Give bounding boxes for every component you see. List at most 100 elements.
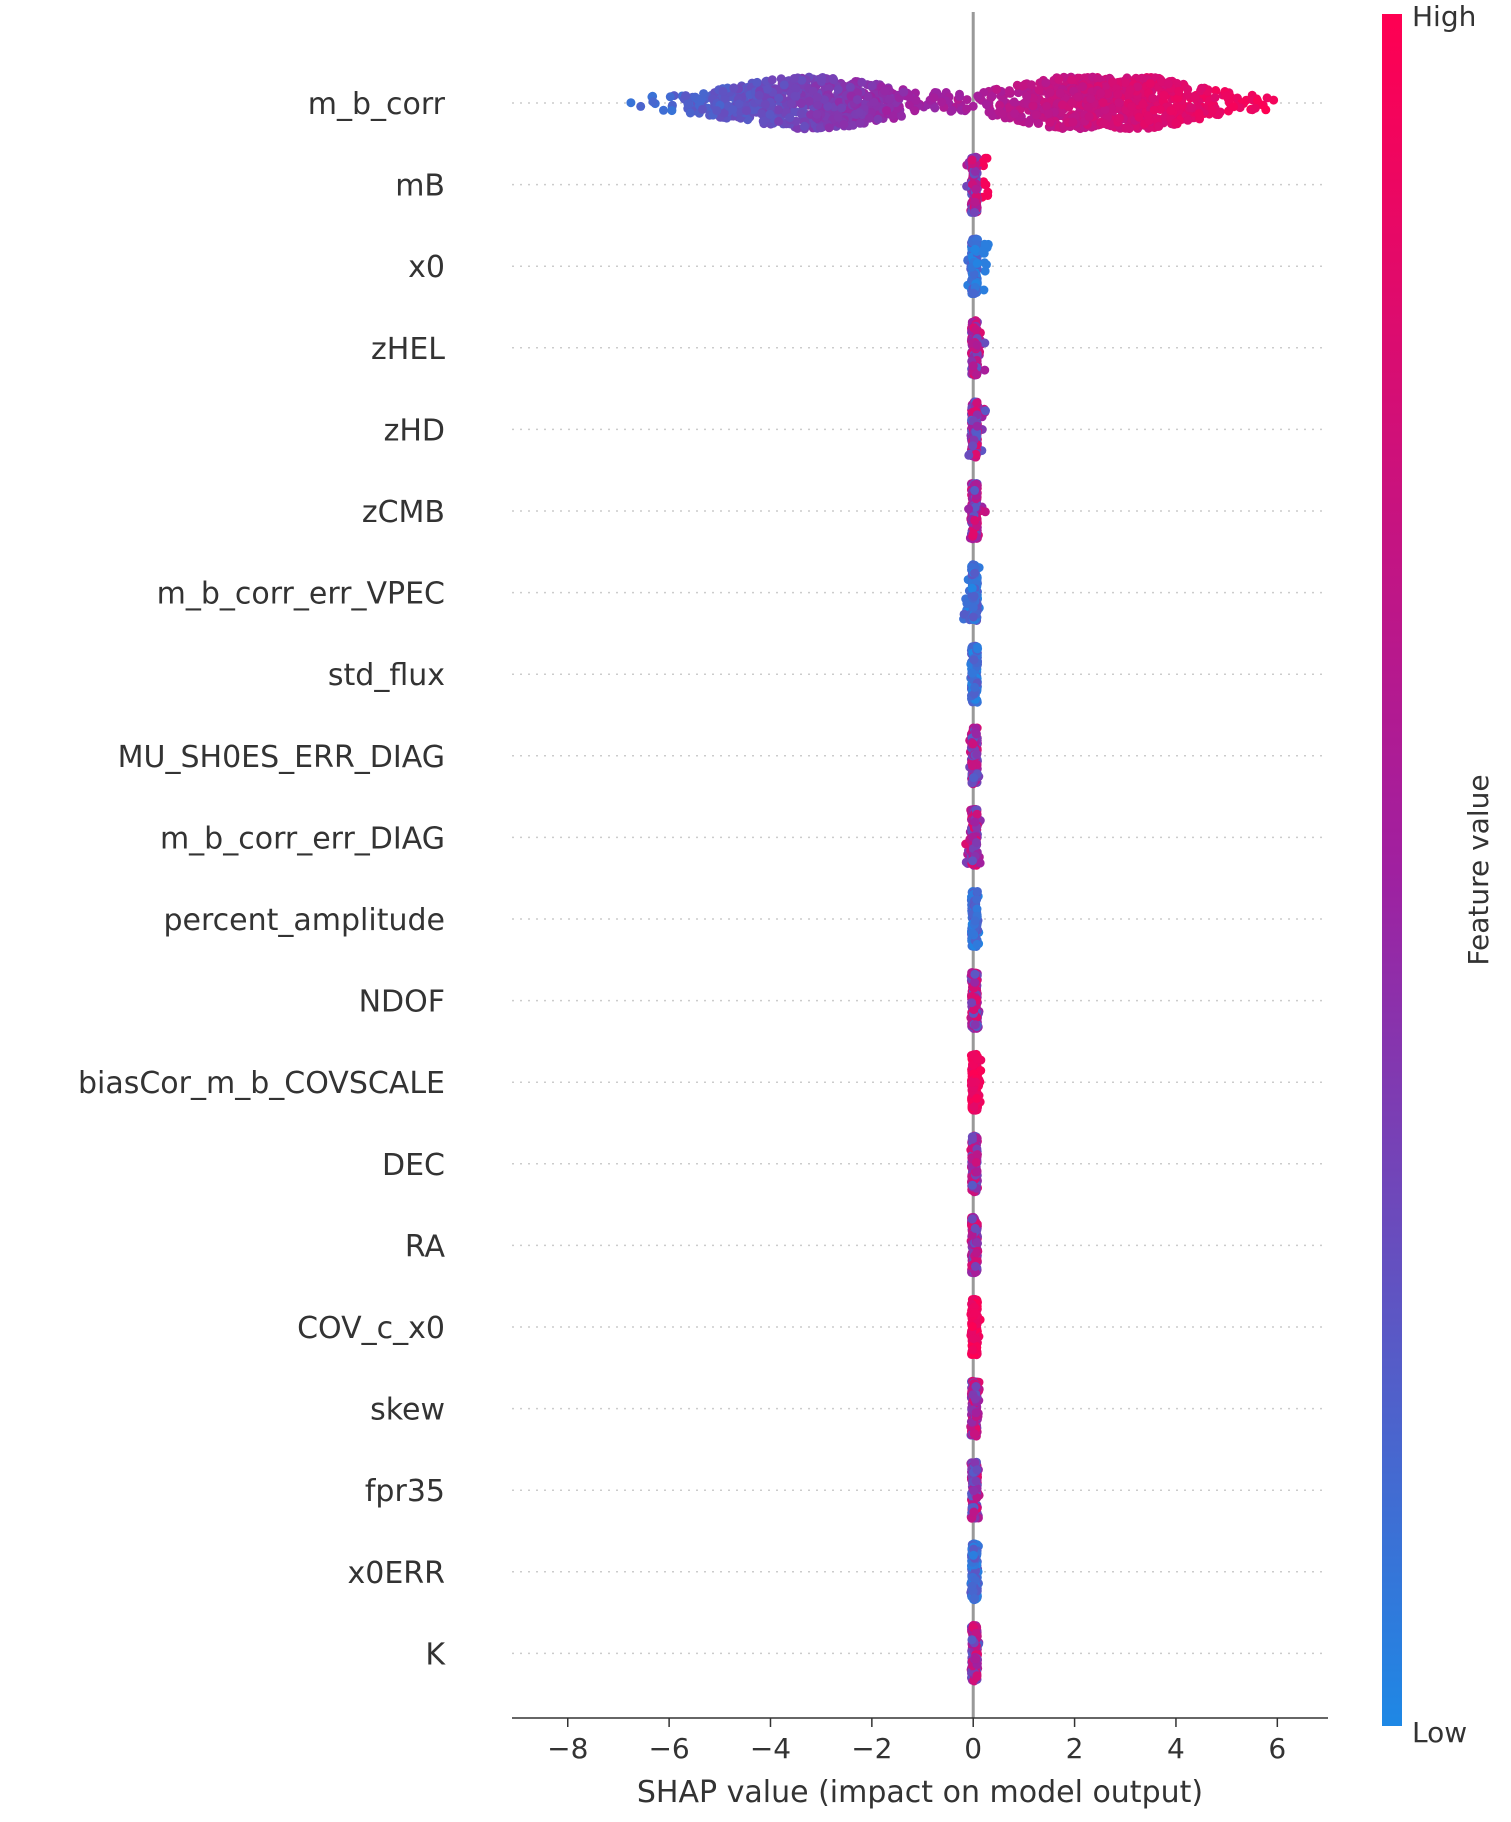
feature-points xyxy=(966,1049,986,1115)
shap-point xyxy=(979,285,989,295)
shap-point xyxy=(1098,98,1108,108)
shap-point xyxy=(758,116,768,126)
feature-points xyxy=(962,152,993,217)
shap-point xyxy=(752,78,762,88)
shap-point xyxy=(1120,78,1130,88)
feature-label: mB xyxy=(395,169,445,204)
shap-point xyxy=(779,80,789,90)
shap-point xyxy=(971,1476,981,1486)
shap-point xyxy=(774,116,784,126)
shap-point xyxy=(992,84,1002,94)
shap-point xyxy=(1026,80,1036,90)
shap-point xyxy=(1044,109,1054,119)
shap-point xyxy=(970,977,980,987)
shap-point xyxy=(1171,118,1181,128)
shap-point xyxy=(971,449,981,459)
feature-points xyxy=(963,234,993,299)
shap-point xyxy=(848,120,858,130)
shap-point xyxy=(1134,112,1144,122)
feature-points xyxy=(966,1539,983,1605)
feature-points xyxy=(966,1457,984,1523)
shap-point xyxy=(1045,87,1055,97)
shap-point xyxy=(767,75,777,85)
shap-point xyxy=(930,103,940,113)
shap-point xyxy=(749,105,758,115)
shap-point xyxy=(972,1150,982,1160)
shap-point xyxy=(720,93,730,103)
feature-label: fpr35 xyxy=(365,1474,445,1509)
shap-point xyxy=(997,109,1007,119)
shap-point xyxy=(659,105,668,115)
shap-point xyxy=(1252,96,1262,106)
shap-point xyxy=(1127,102,1137,111)
shap-point xyxy=(1096,88,1106,98)
shap-point xyxy=(1197,83,1207,93)
shap-point xyxy=(969,1334,978,1344)
shap-point xyxy=(972,421,982,431)
shap-point xyxy=(636,101,646,111)
shap-point xyxy=(1055,88,1065,98)
shap-point xyxy=(873,114,883,124)
shap-point xyxy=(969,773,979,783)
shap-point xyxy=(1068,117,1078,127)
shap-point xyxy=(929,93,939,103)
shap-point xyxy=(1183,115,1193,125)
shap-point xyxy=(970,1394,980,1404)
shap-point xyxy=(972,1054,982,1064)
shap-point xyxy=(857,77,867,87)
shap-point xyxy=(799,121,809,131)
shap-point xyxy=(699,89,709,99)
shap-point xyxy=(970,485,980,495)
shap-point xyxy=(1148,93,1158,103)
shap-point xyxy=(797,75,807,85)
shap-point xyxy=(880,86,890,96)
shap-point xyxy=(1022,91,1032,101)
shap-point xyxy=(981,260,991,270)
shap-point xyxy=(970,682,980,692)
shap-point xyxy=(863,92,873,101)
shap-point xyxy=(970,167,980,176)
shap-point xyxy=(969,1507,979,1517)
shap-point xyxy=(967,668,977,678)
feature-points xyxy=(966,1131,982,1197)
shap-point xyxy=(972,258,982,268)
shap-point xyxy=(1031,110,1041,120)
feature-label: RA xyxy=(405,1229,446,1264)
shap-point xyxy=(968,1180,977,1190)
shap-point xyxy=(1166,106,1176,116)
feature-points xyxy=(961,804,985,870)
shap-point xyxy=(962,104,972,114)
shap-point xyxy=(967,1134,977,1144)
shap-point xyxy=(1067,75,1077,85)
shap-point xyxy=(1149,105,1159,115)
shap-point xyxy=(820,95,829,105)
shap-point xyxy=(970,515,980,525)
shap-point xyxy=(1143,111,1153,121)
shap-point xyxy=(1235,103,1245,113)
feature-label: zCMB xyxy=(362,495,445,530)
shap-point xyxy=(1024,118,1034,128)
shap-point xyxy=(971,184,981,194)
shap-point xyxy=(1250,103,1260,113)
shap-point xyxy=(1183,84,1193,94)
shap-point xyxy=(1057,100,1067,110)
shap-point xyxy=(972,398,982,408)
shap-point xyxy=(804,96,814,106)
shap-point xyxy=(969,591,979,601)
shap-point xyxy=(968,441,978,451)
shap-point xyxy=(899,87,909,97)
shap-point xyxy=(1173,93,1183,103)
shap-point xyxy=(970,244,980,254)
shap-point xyxy=(773,105,783,115)
shap-point xyxy=(1084,112,1094,122)
shap-point xyxy=(1210,93,1220,103)
shap-point xyxy=(972,1093,982,1103)
feature-label: zHD xyxy=(384,413,445,448)
shap-point xyxy=(971,729,981,739)
shap-point xyxy=(1133,82,1143,92)
shap-point xyxy=(971,325,981,334)
shap-point xyxy=(971,1382,981,1391)
feature-label: m_b_corr_err_DIAG xyxy=(160,821,445,856)
shap-point xyxy=(972,1238,982,1247)
shap-point xyxy=(867,81,877,91)
